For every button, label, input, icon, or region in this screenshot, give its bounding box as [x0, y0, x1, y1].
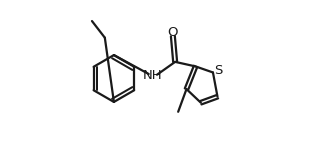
Text: S: S [214, 65, 222, 77]
Text: NH: NH [143, 69, 162, 82]
Text: O: O [167, 26, 177, 39]
